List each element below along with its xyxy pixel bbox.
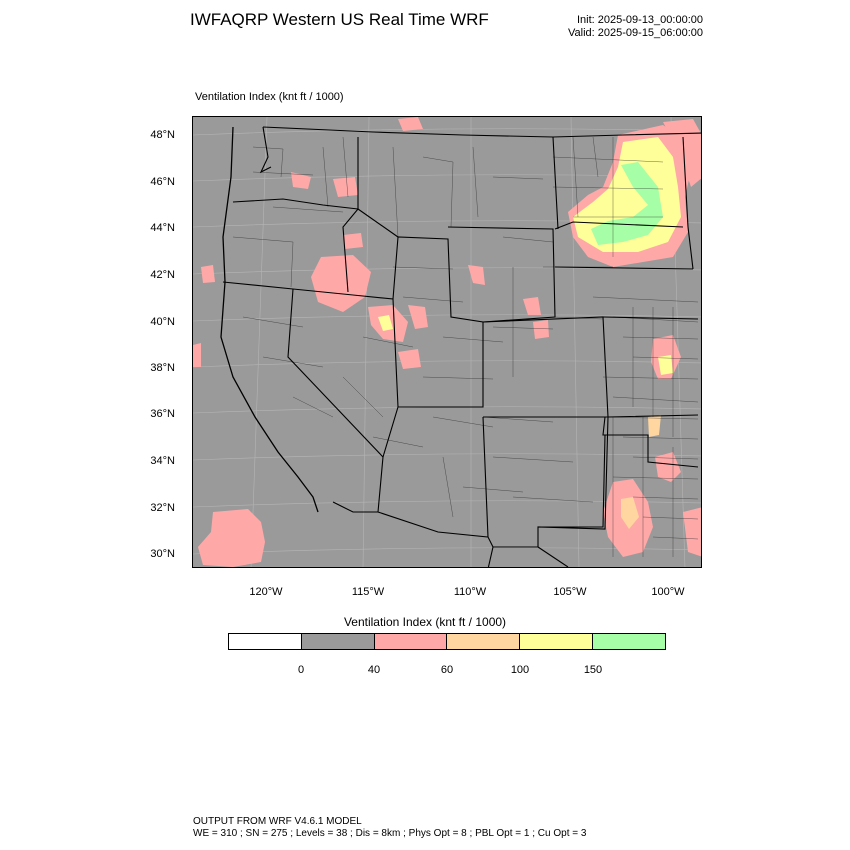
init-valid-times: Init: 2025-09-13_00:00:00 Valid: 2025-09… [568, 14, 703, 40]
colorbar-cell [447, 634, 521, 649]
shade-pink [663, 119, 701, 187]
colorbar-cell [520, 634, 594, 649]
lat-label: 40°N [150, 316, 175, 328]
colorbar-title: Ventilation Index (knt ft / 1000) [343, 615, 507, 629]
shade-pink [655, 452, 681, 482]
shade-pink [333, 177, 358, 197]
colorbar-cell [593, 634, 665, 649]
lat-label: 36°N [150, 408, 175, 420]
shade-pink [291, 172, 311, 189]
state-borders [220, 126, 701, 567]
shade-pink [408, 305, 428, 329]
lat-label: 34°N [150, 455, 175, 467]
shade-pink [198, 509, 265, 567]
colorbar-tick: 100 [510, 664, 530, 676]
colorbar-cell [374, 634, 448, 649]
shade-pink [311, 255, 371, 312]
lat-label: 30°N [150, 548, 175, 560]
colorbar-tick: 0 [297, 664, 305, 676]
shade-pink [523, 297, 541, 315]
model-footer: OUTPUT FROM WRF V4.6.1 MODEL WE = 310 ; … [193, 816, 586, 840]
map-svg [193, 117, 701, 567]
map-panel [192, 116, 702, 568]
shade-orange [648, 415, 661, 437]
shade-pink [468, 265, 485, 285]
shade-yellow [658, 355, 673, 375]
shade-pink [201, 265, 215, 283]
colorbar-tick: 40 [367, 664, 381, 676]
valid-time: Valid: 2025-09-15_06:00:00 [568, 27, 703, 39]
lon-label: 110°W [453, 586, 487, 598]
lat-label: 32°N [150, 502, 175, 514]
lat-label: 38°N [150, 362, 175, 374]
lat-label: 48°N [150, 129, 175, 141]
footer-line-params: WE = 310 ; SN = 275 ; Levels = 38 ; Dis … [193, 828, 587, 839]
shade-pink [193, 343, 201, 367]
lat-label: 42°N [150, 269, 175, 281]
shade-pink [398, 349, 421, 369]
lon-label: 115°W [351, 586, 385, 598]
colorbar-cell [301, 634, 375, 649]
lon-label: 120°W [249, 586, 283, 598]
shade-pink [533, 320, 549, 339]
county-lines [232, 136, 699, 557]
lon-label: 105°W [553, 586, 587, 598]
footer-line-model: OUTPUT FROM WRF V4.6.1 MODEL [193, 816, 362, 827]
shade-yellow [378, 315, 393, 331]
shade-green [591, 162, 663, 245]
colorbar-tick: 150 [583, 664, 603, 676]
lat-label: 44°N [150, 222, 175, 234]
lat-label: 46°N [150, 176, 175, 188]
init-time: Init: 2025-09-13_00:00:00 [577, 14, 703, 26]
colorbar-cell [229, 634, 302, 649]
colorbar-tick: 60 [440, 664, 454, 676]
shade-pink [343, 233, 363, 249]
main-title: IWFAQRP Western US Real Time WRF [190, 10, 489, 29]
shade-pink [683, 507, 701, 557]
shade-pink [398, 117, 423, 131]
plot-field-label: Ventilation Index (knt ft / 1000) [195, 91, 344, 103]
lon-label: 100°W [651, 586, 685, 598]
shade-orange [621, 497, 639, 529]
colorbar [228, 633, 666, 650]
